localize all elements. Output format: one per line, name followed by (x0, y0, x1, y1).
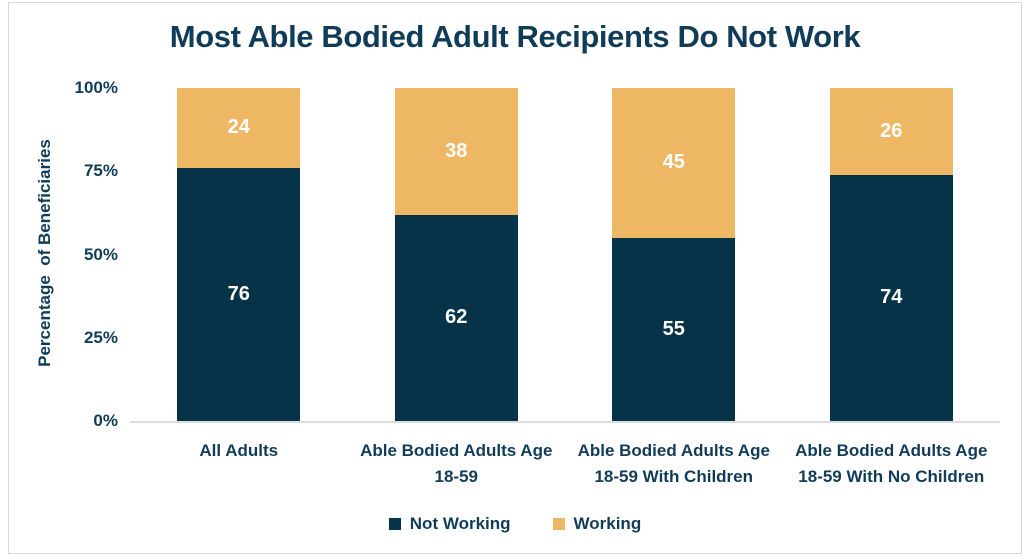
bar-column-all-adults: 76 24 (130, 88, 348, 421)
y-tick-label-0: 0% (93, 411, 118, 430)
legend: Not Working Working (9, 514, 1021, 534)
legend-swatch-not-working (388, 518, 401, 530)
bar-value-label: 45 (662, 151, 685, 174)
bar-segment-working: 24 (177, 88, 301, 168)
bar-value-label: 24 (227, 116, 250, 139)
chart-frame: Most Able Bodied Adult Recipients Do Not… (8, 2, 1022, 554)
stacked-bar-able-bodied-adults-age-18-59-with-children: 55 45 (612, 88, 736, 421)
bar-segment-working: 26 (829, 88, 953, 175)
x-axis-label-able-bodied-adults-age-18-59: Able Bodied Adults Age 18-59 (360, 441, 553, 487)
bar-segment-not-working: 76 (177, 167, 301, 421)
bar-column-able-bodied-adults-age-18-59-with-no-children: 74 26 (783, 88, 1001, 421)
legend-swatch-working (552, 518, 565, 530)
legend-label-working: Working (573, 514, 642, 533)
legend-entry-not-working: Not Working (388, 514, 511, 534)
y-tick-label-75: 75% (83, 161, 118, 181)
y-axis-ticks: 0% 25% 50% 75% 100% (9, 78, 118, 430)
bar-value-label: 74 (880, 286, 903, 309)
bar-segment-not-working: 55 (612, 237, 736, 421)
x-axis-label-able-bodied-adults-age-18-59-with-children: Able Bodied Adults Age 18-59 With Childre… (577, 441, 770, 487)
y-tick-label-25: 25% (83, 327, 118, 347)
legend-entry-working: Working (552, 514, 642, 534)
bar-value-label: 76 (227, 282, 250, 305)
bar-segment-working: 45 (612, 88, 736, 238)
plot-area: 76 24 62 38 55 45 74 26 (130, 88, 1000, 423)
bar-value-label: 55 (662, 317, 685, 340)
bar-segment-working: 38 (394, 88, 518, 215)
chart-title: Most Able Bodied Adult Recipients Do Not… (169, 19, 861, 54)
bar-value-label: 38 (445, 139, 468, 162)
stacked-bar-able-bodied-adults-age-18-59: 62 38 (394, 88, 518, 421)
stacked-bar-all-adults: 76 24 (177, 88, 301, 421)
x-axis-label-able-bodied-adults-age-18-59-with-no-children: Able Bodied Adults Age 18-59 With No Chil… (795, 441, 988, 487)
stacked-bar-able-bodied-adults-age-18-59-with-no-children: 74 26 (829, 88, 953, 421)
x-axis-label-all-adults: All Adults (199, 441, 279, 460)
legend-label-not-working: Not Working (409, 514, 511, 533)
bar-value-label: 26 (880, 119, 903, 142)
y-tick-label-50: 50% (83, 244, 118, 264)
bar-segment-not-working: 62 (394, 214, 518, 421)
bar-column-able-bodied-adults-age-18-59: 62 38 (348, 88, 566, 421)
bar-segment-not-working: 74 (829, 174, 953, 421)
bar-value-label: 62 (445, 306, 468, 329)
x-axis-labels: All Adults Able Bodied Adults Age 18-59 Abl… (130, 438, 1000, 491)
y-tick-label-100: 100% (74, 78, 118, 97)
bar-column-able-bodied-adults-age-18-59-with-children: 55 45 (565, 88, 783, 421)
